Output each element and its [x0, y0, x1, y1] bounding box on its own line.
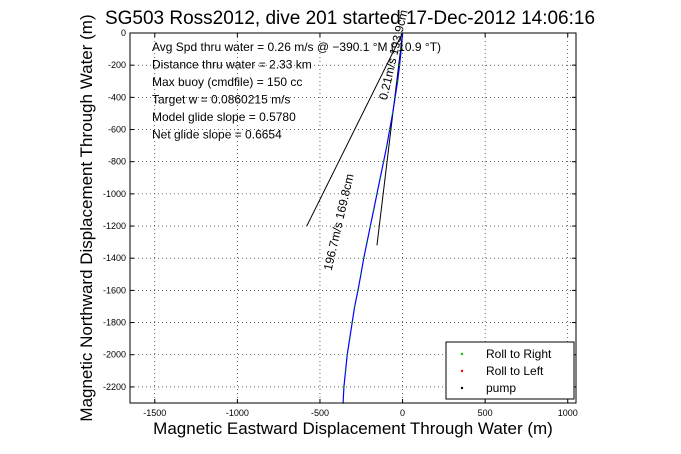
track-point: [376, 192, 378, 195]
track-point: [348, 337, 351, 340]
legend-marker: [460, 352, 464, 356]
x-tick-label: -1500: [143, 408, 166, 418]
legend-label: Roll to Left: [486, 364, 544, 378]
track-point: [385, 144, 388, 147]
track-point: [362, 257, 365, 260]
y-tick-label: -2000: [103, 350, 126, 360]
x-axis-label: Magnetic Eastward Displacement Through W…: [153, 419, 553, 438]
x-tick-label: 1000: [558, 408, 578, 418]
track-point: [360, 273, 362, 276]
track-point: [400, 48, 403, 50]
y-tick-label: -1800: [103, 318, 126, 328]
y-tick-label: -1400: [103, 253, 126, 263]
x-tick-label: 500: [478, 408, 493, 418]
track-point: [343, 386, 345, 388]
x-tick-label: -1000: [226, 408, 249, 418]
annotation-line: Net glide slope = 0.6654: [152, 128, 282, 142]
x-tick-label: 0: [400, 408, 405, 418]
y-tick-label: -800: [108, 157, 126, 167]
legend-label: pump: [486, 381, 516, 395]
legend-marker: [460, 369, 464, 373]
y-tick-label: -1200: [103, 221, 126, 231]
legend-box: [445, 341, 575, 400]
track-point: [372, 209, 375, 211]
track-point: [351, 321, 354, 324]
y-tick-label: -1600: [103, 285, 126, 295]
plot-frame: [129, 32, 577, 404]
y-tick-label: -600: [108, 125, 126, 135]
y-tick-label: -2200: [103, 382, 126, 392]
grid-lines: [130, 32, 576, 403]
annotation-line: Avg Spd thru water = 0.26 m/s @ −390.1 °…: [152, 40, 441, 54]
tick-labels: -1500 -1000 -500 0 500 1000 0 -200 -400 -600 -800 -…: [103, 28, 578, 418]
y-axis-label: Magnetic Northward Displacement Through …: [77, 14, 96, 421]
track-point: [357, 289, 359, 292]
chart-title: SG503 Ross2012, dive 201 started 17-Dec-…: [105, 8, 595, 29]
annotation-line: Distance thru water = 2.33 km: [152, 58, 312, 72]
track-point: [344, 369, 347, 372]
glide-guide-line: [376, 32, 404, 246]
x-tick-label: -500: [311, 408, 329, 418]
track-point: [388, 128, 391, 131]
track-series-line: [342, 32, 404, 404]
y-tick-label: -1000: [103, 189, 126, 199]
legend-label: Roll to Right: [486, 347, 552, 361]
annotation-line: Model glide slope = 0.5780: [152, 110, 296, 124]
annotation-line: Target w = 0.0860215 m/s: [152, 93, 290, 107]
legend-marker: [460, 386, 464, 390]
track-point: [379, 176, 382, 179]
track-point: [353, 305, 356, 308]
track-point: [366, 241, 368, 244]
annotation-block: Avg Spd thru water = 0.26 m/s @ −390.1 °…: [152, 40, 441, 142]
track-point: [369, 225, 372, 227]
y-tick-label: 0: [121, 28, 126, 38]
y-tick-label: -200: [108, 60, 126, 70]
annotation-line: Max buoy (cmdfile) = 150 cc: [152, 75, 302, 89]
track-point: [398, 64, 401, 67]
y-tick-label: -400: [108, 92, 126, 102]
track-point: [396, 80, 399, 83]
glide-guide-line: [306, 32, 404, 227]
track-point: [391, 112, 394, 115]
track-point: [346, 353, 349, 356]
series-layer: [306, 32, 404, 404]
track-point: [394, 96, 397, 99]
track-point: [382, 160, 385, 163]
legend: Roll to Right Roll to Left pump: [445, 341, 575, 400]
